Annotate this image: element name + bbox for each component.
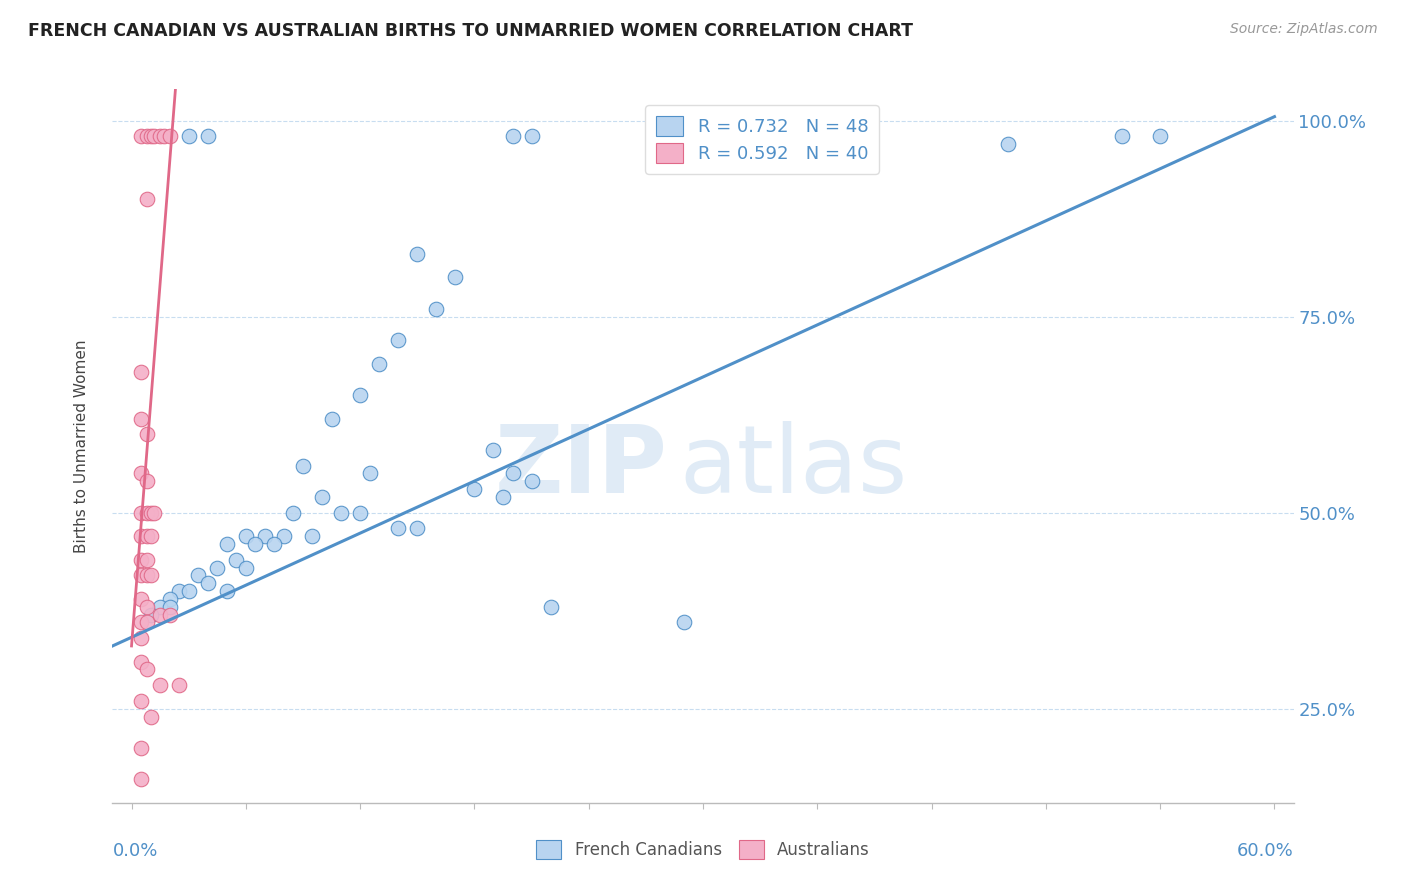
Point <box>349 388 371 402</box>
Point <box>139 709 162 723</box>
Point <box>149 129 172 144</box>
Point <box>245 537 267 551</box>
Point <box>129 411 152 425</box>
Point <box>135 568 157 582</box>
Point <box>502 467 524 481</box>
Point <box>129 772 152 787</box>
Point <box>283 506 305 520</box>
Point <box>135 599 157 614</box>
Point <box>159 129 181 144</box>
Point <box>301 529 323 543</box>
Point <box>177 129 200 144</box>
Y-axis label: Births to Unmarried Women: Births to Unmarried Women <box>75 339 89 553</box>
Point <box>129 631 152 645</box>
Point <box>406 521 429 535</box>
Point <box>159 599 181 614</box>
Point <box>143 129 166 144</box>
Point <box>215 537 238 551</box>
Point <box>207 560 229 574</box>
Point <box>291 458 314 473</box>
Point <box>187 568 209 582</box>
Point <box>444 270 467 285</box>
Point <box>368 357 391 371</box>
Point <box>321 411 343 425</box>
Point <box>273 529 295 543</box>
Point <box>520 129 543 144</box>
Point <box>502 129 524 144</box>
Point <box>129 467 152 481</box>
Point <box>406 247 429 261</box>
Point <box>463 482 485 496</box>
Point <box>197 576 219 591</box>
Point <box>253 529 276 543</box>
Point <box>139 607 162 622</box>
Point <box>167 584 190 599</box>
Point <box>149 678 172 692</box>
Point <box>135 192 157 206</box>
Point <box>215 584 238 599</box>
Text: FRENCH CANADIAN VS AUSTRALIAN BIRTHS TO UNMARRIED WOMEN CORRELATION CHART: FRENCH CANADIAN VS AUSTRALIAN BIRTHS TO … <box>28 22 912 40</box>
Legend: French Canadians, Australians: French Canadians, Australians <box>530 834 876 866</box>
Point <box>129 591 152 606</box>
Point <box>225 552 247 566</box>
Point <box>540 599 562 614</box>
Point <box>135 129 157 144</box>
Point <box>129 529 152 543</box>
Point <box>135 552 157 566</box>
Point <box>139 529 162 543</box>
Point <box>129 364 152 378</box>
Point <box>149 599 172 614</box>
Point <box>520 475 543 489</box>
Point <box>349 506 371 520</box>
Point <box>129 740 152 755</box>
Point <box>135 427 157 442</box>
Point <box>330 506 353 520</box>
Point <box>672 615 695 630</box>
Point <box>997 137 1019 152</box>
Point <box>235 529 257 543</box>
Text: 60.0%: 60.0% <box>1237 842 1294 860</box>
Text: 0.0%: 0.0% <box>112 842 157 860</box>
Point <box>387 333 409 347</box>
Text: Source: ZipAtlas.com: Source: ZipAtlas.com <box>1230 22 1378 37</box>
Point <box>129 568 152 582</box>
Point <box>359 467 381 481</box>
Point <box>425 301 447 316</box>
Point <box>135 663 157 677</box>
Point <box>129 655 152 669</box>
Point <box>197 129 219 144</box>
Point <box>129 552 152 566</box>
Point <box>139 568 162 582</box>
Point <box>311 490 333 504</box>
Point <box>1149 129 1171 144</box>
Point <box>153 129 176 144</box>
Point <box>135 529 157 543</box>
Point <box>1111 129 1133 144</box>
Point <box>167 678 190 692</box>
Point <box>159 591 181 606</box>
Point <box>129 615 152 630</box>
Point <box>129 694 152 708</box>
Point <box>135 506 157 520</box>
Point <box>135 615 157 630</box>
Point <box>129 506 152 520</box>
Point <box>139 129 162 144</box>
Point <box>482 442 505 457</box>
Point <box>129 129 152 144</box>
Point <box>139 506 162 520</box>
Point <box>177 584 200 599</box>
Point <box>159 607 181 622</box>
Point <box>135 475 157 489</box>
Text: ZIP: ZIP <box>495 421 668 514</box>
Point <box>492 490 515 504</box>
Point <box>235 560 257 574</box>
Text: atlas: atlas <box>679 421 908 514</box>
Point <box>143 506 166 520</box>
Point <box>263 537 285 551</box>
Point <box>387 521 409 535</box>
Point <box>149 607 172 622</box>
